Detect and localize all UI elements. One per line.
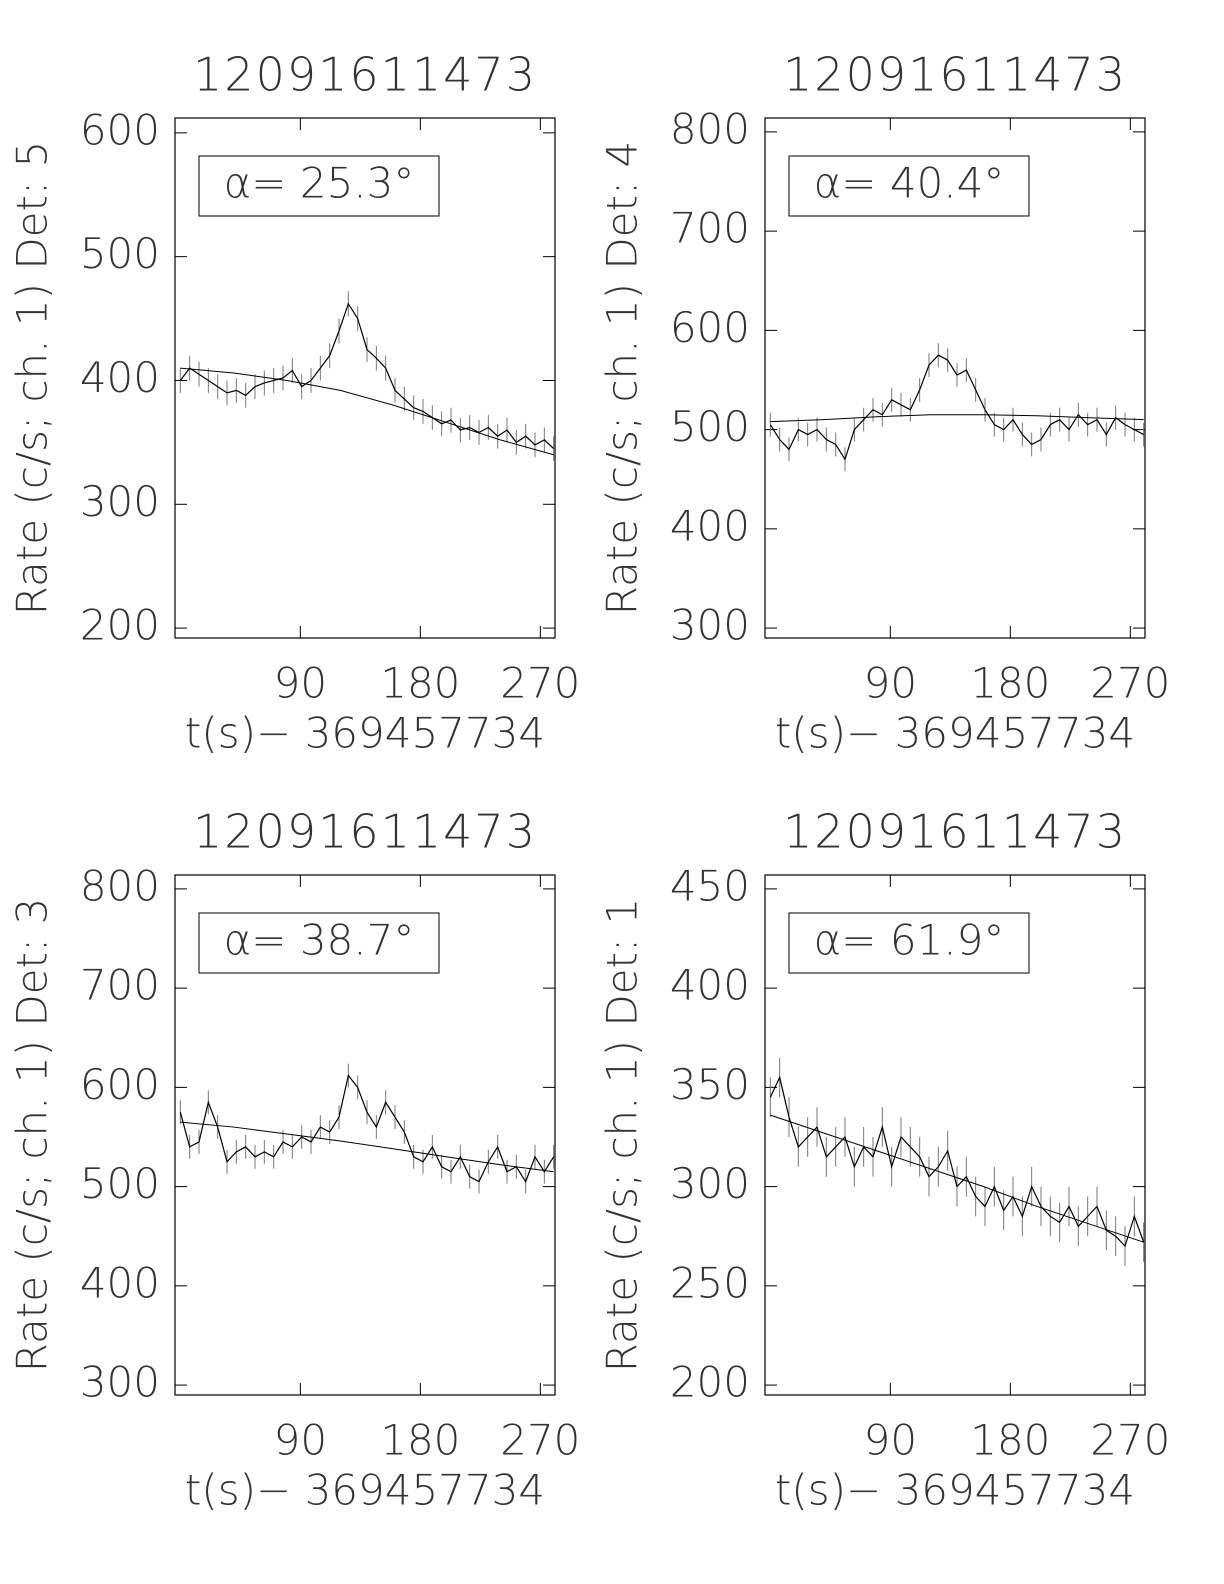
y-tick-label: 200 (80, 601, 160, 650)
annotation-box (788, 912, 1030, 974)
x-tick-label: 180 (380, 1416, 460, 1465)
y-axis-label: Rate (c/s; ch. 1) Det: 1 (598, 898, 647, 1372)
annotation-box (788, 155, 1030, 217)
y-tick-label: 600 (670, 303, 750, 352)
data-line (179, 1074, 555, 1183)
y-axis-label: Rate (c/s; ch. 1) Det: 4 (598, 141, 647, 615)
y-tick-label: 400 (80, 353, 160, 402)
y-tick-label: 400 (670, 501, 750, 550)
fit-line (180, 367, 554, 456)
panel: 12091611473 90 180 270 200 300 400 500 600 t(s)− … (8, 48, 581, 758)
annotation: α= 38.7° (224, 916, 415, 965)
y-tick-label: 500 (80, 229, 160, 278)
y-tick-label: 450 (670, 861, 750, 910)
panel: 12091611473 90 180 270 300 400 500 600 700 800 t(s… (598, 48, 1171, 758)
y-tick-label: 300 (670, 1159, 750, 1208)
panel-title: 12091611473 (783, 805, 1127, 859)
plot-frame (174, 874, 556, 1396)
data-line (769, 354, 1144, 461)
y-tick-label: 700 (670, 204, 750, 253)
data-line (769, 1075, 1145, 1248)
plot-frame (764, 874, 1146, 1396)
panel-title: 12091611473 (783, 48, 1127, 102)
y-tick-label: 250 (670, 1258, 750, 1307)
y-tick-label: 350 (670, 1060, 750, 1109)
plot-frame (764, 117, 1146, 639)
x-tick-label: 90 (274, 659, 327, 708)
y-axis-label: Rate (c/s; ch. 1) Det: 5 (8, 141, 57, 615)
x-tick-label: 180 (970, 659, 1050, 708)
x-tick-label: 90 (274, 1416, 327, 1465)
x-tick-label: 180 (380, 659, 460, 708)
x-tick-label: 270 (1090, 659, 1170, 708)
y-tick-label: 800 (670, 104, 750, 153)
annotation-box (198, 155, 440, 217)
y-tick-label: 600 (80, 1060, 160, 1109)
x-tick-label: 180 (970, 1416, 1050, 1465)
fit-line (180, 1121, 554, 1173)
x-tick-label: 90 (864, 1416, 917, 1465)
y-tick-label: 600 (80, 105, 160, 154)
x-axis-label: t(s)− 369457734 (185, 709, 545, 758)
panel-title: 12091611473 (193, 805, 537, 859)
x-tick-label: 270 (1090, 1416, 1170, 1465)
y-axis-label: Rate (c/s; ch. 1) Det: 3 (8, 898, 57, 1372)
x-tick-label: 90 (864, 659, 917, 708)
annotation: α= 25.3° (224, 159, 415, 208)
data-line (179, 302, 555, 450)
annotation-box (198, 912, 440, 974)
y-tick-label: 700 (80, 961, 160, 1010)
annotation: α= 61.9° (814, 916, 1005, 965)
plot-frame (174, 117, 556, 639)
panel: 12091611473 90 180 270 300 400 500 600 700 800 t(s… (8, 805, 581, 1515)
y-tick-label: 800 (80, 861, 160, 910)
y-tick-label: 500 (670, 402, 750, 451)
x-tick-label: 270 (500, 659, 580, 708)
y-tick-label: 300 (80, 1358, 160, 1407)
y-tick-label: 300 (670, 601, 750, 650)
y-tick-label: 400 (80, 1258, 160, 1307)
panel: 12091611473 90 180 270 200 250 300 350 400 450 t(s… (598, 805, 1171, 1515)
fit-line (770, 1114, 1144, 1243)
fit-line (770, 414, 1144, 423)
x-tick-label: 270 (500, 1416, 580, 1465)
annotation: α= 40.4° (814, 159, 1005, 208)
y-tick-label: 500 (80, 1159, 160, 1208)
panel-title: 12091611473 (193, 48, 537, 102)
y-tick-label: 300 (80, 477, 160, 526)
x-axis-label: t(s)− 369457734 (775, 1466, 1135, 1515)
y-tick-label: 200 (670, 1358, 750, 1407)
x-axis-label: t(s)− 369457734 (775, 709, 1135, 758)
y-tick-label: 400 (670, 961, 750, 1010)
x-axis-label: t(s)− 369457734 (185, 1466, 545, 1515)
